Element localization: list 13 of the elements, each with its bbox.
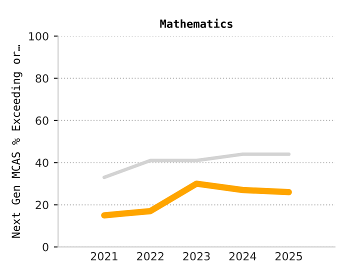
y-tick-label: 40 (35, 158, 48, 168)
y-tick-label: 80 (36, 74, 48, 83)
x-tick-label: 2021 (90, 252, 118, 260)
chart-title: Mathematics (160, 18, 232, 28)
y-tick-label: 20 (36, 200, 48, 210)
y-axis-title: Next Gen MCAS % Exceeding or… (11, 44, 22, 238)
y-tick-label: 100 (29, 32, 48, 40)
y-tick-label: 0 (42, 242, 48, 252)
y-tick-label: 60 (36, 116, 48, 125)
x-tick-label: 2023 (183, 252, 210, 260)
x-tick-label: 2022 (137, 252, 164, 260)
x-tick-label: 2024 (229, 252, 256, 260)
x-tick-label: 2025 (275, 252, 302, 260)
